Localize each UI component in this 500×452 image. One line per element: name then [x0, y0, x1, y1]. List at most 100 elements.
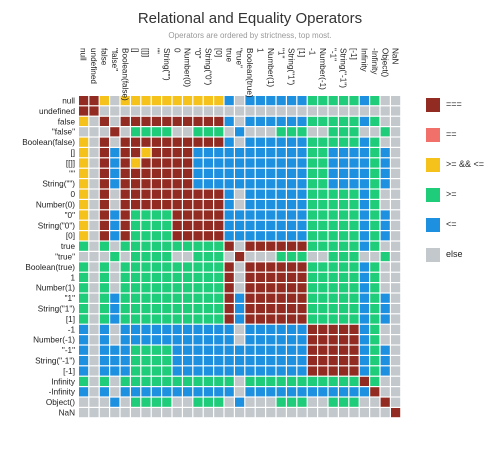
row-label: String("0") — [38, 221, 75, 230]
heatmap-cell — [287, 241, 297, 251]
heatmap-cell — [183, 231, 193, 241]
heatmap-cell — [328, 304, 338, 314]
heatmap-cell — [79, 304, 89, 314]
heatmap-cell — [307, 116, 317, 126]
heatmap-cell — [110, 179, 120, 189]
legend-swatch — [426, 98, 440, 112]
heatmap-cell — [141, 241, 151, 251]
heatmap-cell — [297, 262, 307, 272]
heatmap-cell — [266, 262, 276, 272]
heatmap-cell — [287, 189, 297, 199]
heatmap-cell — [141, 293, 151, 303]
heatmap-cell — [79, 408, 89, 418]
heatmap-cell — [370, 387, 380, 397]
heatmap-cell — [203, 356, 213, 366]
row-label: Number(-1) — [33, 336, 75, 345]
heatmap-cell — [162, 241, 172, 251]
heatmap-cell — [89, 335, 99, 345]
heatmap-cell — [266, 252, 276, 262]
heatmap-cell — [79, 220, 89, 230]
heatmap-cell — [79, 200, 89, 210]
heatmap-cell — [339, 96, 349, 106]
heatmap-cell — [307, 137, 317, 147]
heatmap-cell — [89, 262, 99, 272]
heatmap-cell — [370, 408, 380, 418]
heatmap-cell — [380, 252, 390, 262]
heatmap-cell — [162, 272, 172, 282]
heatmap-cell — [110, 148, 120, 158]
heatmap-cell — [120, 272, 130, 282]
heatmap-cell — [391, 189, 401, 199]
heatmap-cell — [380, 314, 390, 324]
heatmap-cell — [370, 262, 380, 272]
heatmap-cell — [131, 96, 141, 106]
heatmap-cell — [141, 106, 151, 116]
heatmap-cell — [235, 158, 245, 168]
heatmap-cell — [245, 304, 255, 314]
heatmap-cell — [183, 200, 193, 210]
heatmap-cell — [328, 293, 338, 303]
heatmap-cell — [99, 127, 109, 137]
heatmap-cell — [183, 283, 193, 293]
heatmap-cell — [359, 272, 369, 282]
heatmap-cell — [287, 210, 297, 220]
heatmap-cell — [203, 116, 213, 126]
heatmap-cell — [297, 408, 307, 418]
heatmap-cell — [318, 137, 328, 147]
row-label: true — [61, 242, 76, 251]
heatmap-cell — [339, 304, 349, 314]
heatmap-cell — [172, 356, 182, 366]
heatmap-cell — [328, 397, 338, 407]
heatmap-cell — [224, 408, 234, 418]
heatmap-cell — [79, 397, 89, 407]
heatmap-cell — [339, 127, 349, 137]
heatmap-cell — [214, 231, 224, 241]
heatmap-cell — [380, 158, 390, 168]
heatmap-cell — [203, 179, 213, 189]
heatmap-cell — [297, 127, 307, 137]
heatmap-cell — [245, 262, 255, 272]
heatmap-cell — [110, 314, 120, 324]
heatmap-cell — [79, 324, 89, 334]
heatmap-cell — [172, 314, 182, 324]
heatmap-cell — [349, 345, 359, 355]
heatmap-cell — [151, 106, 161, 116]
row-label: [] — [70, 148, 75, 157]
row-label: 0 — [70, 190, 75, 199]
heatmap-cell — [339, 241, 349, 251]
heatmap-cell — [141, 137, 151, 147]
heatmap-cell — [193, 366, 203, 376]
heatmap-cell — [255, 366, 265, 376]
heatmap-cell — [339, 148, 349, 158]
heatmap-cell — [339, 387, 349, 397]
heatmap-cell — [235, 252, 245, 262]
heatmap-cell — [120, 116, 130, 126]
heatmap-cell — [110, 356, 120, 366]
heatmap-cell — [203, 408, 213, 418]
heatmap-cell — [224, 293, 234, 303]
heatmap-cell — [162, 127, 172, 137]
heatmap-cell — [193, 137, 203, 147]
heatmap-cell — [391, 283, 401, 293]
heatmap-cell — [151, 137, 161, 147]
heatmap-cell — [99, 366, 109, 376]
heatmap-cell — [151, 408, 161, 418]
heatmap-cell — [141, 210, 151, 220]
chart-subtitle: Operators are ordered by strictness, top… — [168, 31, 332, 40]
heatmap-cell — [162, 335, 172, 345]
heatmap-cell — [276, 356, 286, 366]
heatmap-cell — [120, 252, 130, 262]
heatmap-cell — [370, 335, 380, 345]
heatmap-cell — [235, 387, 245, 397]
heatmap-cell — [318, 262, 328, 272]
heatmap-cell — [89, 324, 99, 334]
heatmap-cell — [276, 96, 286, 106]
heatmap-cell — [183, 220, 193, 230]
heatmap-cell — [79, 106, 89, 116]
heatmap-cell — [339, 220, 349, 230]
heatmap-cell — [99, 137, 109, 147]
heatmap-cell — [79, 272, 89, 282]
heatmap-cell — [245, 293, 255, 303]
heatmap-cell — [318, 387, 328, 397]
heatmap-cell — [141, 335, 151, 345]
